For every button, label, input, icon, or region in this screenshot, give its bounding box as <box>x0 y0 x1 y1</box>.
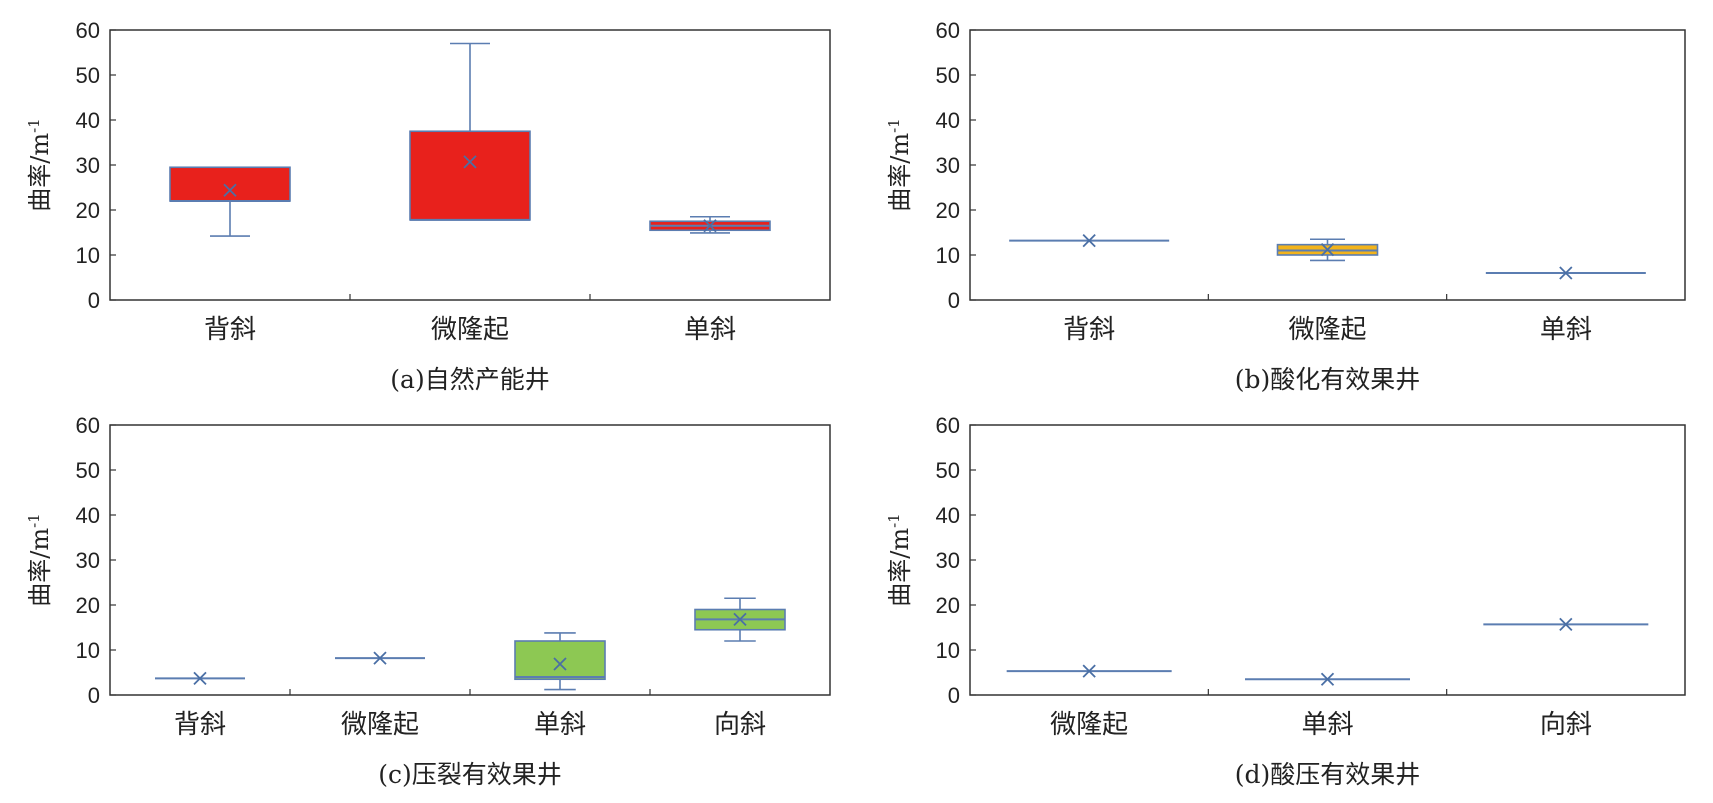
y-tick-label: 0 <box>88 683 100 708</box>
y-tick-label: 50 <box>76 458 100 483</box>
mean-marker <box>1559 617 1573 631</box>
y-axis-label-sup: -1 <box>25 513 43 528</box>
mean-marker <box>373 651 387 665</box>
x-category-label: 单斜 <box>1301 710 1353 740</box>
y-tick-label: 50 <box>76 63 100 88</box>
box-body <box>169 166 291 202</box>
y-tick-label: 40 <box>936 503 960 528</box>
mean-marker <box>1559 266 1573 280</box>
box-0 <box>1006 664 1172 678</box>
x-category-label: 向斜 <box>714 710 766 740</box>
mean-marker <box>703 219 717 233</box>
y-tick-label: 30 <box>76 153 100 178</box>
x-category-label: 背斜 <box>204 315 256 345</box>
mean-marker <box>1320 242 1335 257</box>
y-tick-label: 60 <box>936 413 960 438</box>
x-category-label: 背斜 <box>1063 315 1115 345</box>
box-2 <box>514 632 606 691</box>
y-tick-label: 10 <box>76 243 100 268</box>
plot-frame <box>969 424 1686 696</box>
y-tick-label: 0 <box>948 288 960 313</box>
box-body <box>409 130 531 221</box>
mean-marker <box>1082 664 1096 678</box>
y-tick-label: 50 <box>936 63 960 88</box>
panel-caption: (b)酸化有效果井 <box>1235 365 1421 394</box>
y-axis-label-main: 曲率/m <box>26 528 54 607</box>
y-tick-label: 40 <box>76 108 100 133</box>
y-axis-label-main: 曲率/m <box>26 133 54 212</box>
y-tick-label: 20 <box>76 593 100 618</box>
chart-panel-3: 0 10 20 30 40 50 60 曲率/m-1 微隆起 单斜 向斜 (d)酸压有效果井 <box>885 413 1686 789</box>
box-2 <box>649 215 771 234</box>
mean-marker <box>733 612 747 627</box>
y-tick-label: 10 <box>936 243 960 268</box>
box-0 <box>1009 233 1170 248</box>
box-0 <box>155 671 245 685</box>
y-tick-label: 60 <box>76 18 100 43</box>
box-1 <box>1245 672 1410 686</box>
y-axis-label: 曲率/m-1 <box>25 118 54 211</box>
x-category-label: 单斜 <box>1540 315 1592 345</box>
y-tick-label: 10 <box>76 638 100 663</box>
y-axis-label-sup: -1 <box>885 513 903 528</box>
y-tick-label: 20 <box>936 198 960 223</box>
x-category-label: 单斜 <box>534 710 586 740</box>
mean-marker <box>223 183 237 197</box>
x-category-label: 微隆起 <box>341 710 419 740</box>
y-axis-label-sup: -1 <box>885 118 903 133</box>
y-tick-label: 40 <box>76 503 100 528</box>
y-tick-label: 0 <box>948 683 960 708</box>
box-0 <box>169 166 291 237</box>
box-1 <box>335 651 425 665</box>
y-axis-label-main: 曲率/m <box>886 528 914 607</box>
mean-marker <box>1320 672 1335 686</box>
chart-panel-2: 0 10 20 30 40 50 60 曲率/m-1 背斜 微隆起 单斜 向斜 (c)压裂有效果井 <box>25 413 831 789</box>
y-tick-label: 10 <box>936 638 960 663</box>
chart-panel-0: 0 10 20 30 40 50 60 曲率/m-1 背斜 微隆起 单斜 (a)自然产能井 <box>25 18 831 394</box>
y-tick-label: 50 <box>936 458 960 483</box>
x-category-label: 单斜 <box>684 315 736 345</box>
mean-marker <box>193 671 207 685</box>
y-tick-label: 30 <box>936 153 960 178</box>
mean-marker <box>1082 233 1096 248</box>
x-category-label: 微隆起 <box>431 315 509 345</box>
panel-caption: (c)压裂有效果井 <box>378 760 562 789</box>
mean-marker <box>553 657 567 671</box>
y-tick-label: 60 <box>76 413 100 438</box>
y-tick-label: 0 <box>88 288 100 313</box>
box-3 <box>694 597 786 642</box>
panel-caption: (a)自然产能井 <box>390 365 549 394</box>
box-2 <box>1483 617 1649 631</box>
y-tick-label: 30 <box>936 548 960 573</box>
box-1 <box>409 42 531 221</box>
y-tick-label: 40 <box>936 108 960 133</box>
y-tick-label: 60 <box>936 18 960 43</box>
panel-caption: (d)酸压有效果井 <box>1235 760 1421 789</box>
chart-panel-1: 0 10 20 30 40 50 60 曲率/m-1 背斜 微隆起 单斜 (b)酸化有效果井 <box>885 18 1686 394</box>
y-axis-label-sup: -1 <box>25 118 43 133</box>
box-1 <box>1276 238 1379 262</box>
y-axis-label: 曲率/m-1 <box>885 118 914 211</box>
y-tick-label: 30 <box>76 548 100 573</box>
x-category-label: 微隆起 <box>1288 315 1366 345</box>
box-2 <box>1485 266 1646 280</box>
x-category-label: 微隆起 <box>1050 710 1128 740</box>
mean-marker <box>463 155 477 169</box>
y-axis-label: 曲率/m-1 <box>25 513 54 606</box>
x-category-label: 背斜 <box>174 710 226 740</box>
y-tick-label: 20 <box>76 198 100 223</box>
x-category-label: 向斜 <box>1540 710 1592 740</box>
y-tick-label: 20 <box>936 593 960 618</box>
box-body <box>514 640 606 681</box>
y-axis-label-main: 曲率/m <box>886 133 914 212</box>
plot-frame <box>109 424 831 696</box>
y-axis-label: 曲率/m-1 <box>885 513 914 606</box>
